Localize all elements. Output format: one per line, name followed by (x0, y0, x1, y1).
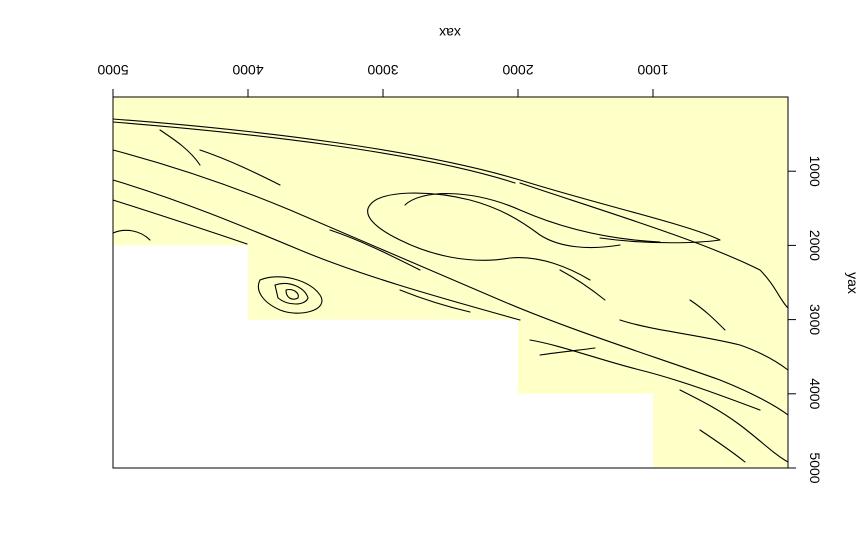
contour-line (112, 199, 248, 245)
contour-line (369, 192, 621, 249)
contour-line (112, 229, 151, 241)
contour-line (285, 289, 299, 300)
x-axis: 1000 2000 3000 4000 5000 (97, 62, 669, 98)
y-tick-label: 1000 (807, 156, 823, 187)
y-tick-label: 2000 (807, 230, 823, 261)
coverage-tile (653, 393, 788, 468)
y-axis-title: yax (845, 272, 861, 294)
contour-line (399, 289, 471, 313)
coverage-tiles (113, 97, 788, 468)
contour-line (559, 269, 606, 301)
coverage-tile (248, 245, 788, 320)
x-tick-label: 5000 (97, 62, 128, 78)
x-axis-title: xax (439, 25, 461, 41)
contour-line (404, 193, 661, 243)
coverage-tile (113, 97, 788, 246)
contour-line (679, 389, 789, 463)
x-tick-label: 1000 (637, 62, 668, 78)
contour-line (112, 179, 521, 321)
contour-line (329, 229, 421, 271)
x-tick-label: 4000 (232, 62, 263, 78)
contour-line (367, 204, 591, 281)
y-axis: 1000 2000 3000 4000 5000 (787, 156, 823, 484)
contour-line (519, 182, 789, 309)
contour-lines (112, 118, 789, 463)
contour-line (112, 118, 721, 244)
y-tick-label: 3000 (807, 304, 823, 335)
y-tick-label: 5000 (807, 452, 823, 483)
y-tick-label: 4000 (807, 378, 823, 409)
contour-line (689, 299, 726, 331)
contour-line (257, 276, 323, 314)
contour-line (159, 129, 201, 166)
contour-line (274, 282, 309, 305)
contour-line (699, 429, 746, 463)
contour-line (112, 121, 516, 184)
contour-line (619, 319, 789, 371)
x-tick-label: 2000 (502, 62, 533, 78)
x-tick-label: 3000 (367, 62, 398, 78)
contour-line (112, 149, 789, 416)
contour-line (539, 347, 596, 356)
contour-line (199, 149, 281, 186)
contour-line (529, 339, 761, 411)
